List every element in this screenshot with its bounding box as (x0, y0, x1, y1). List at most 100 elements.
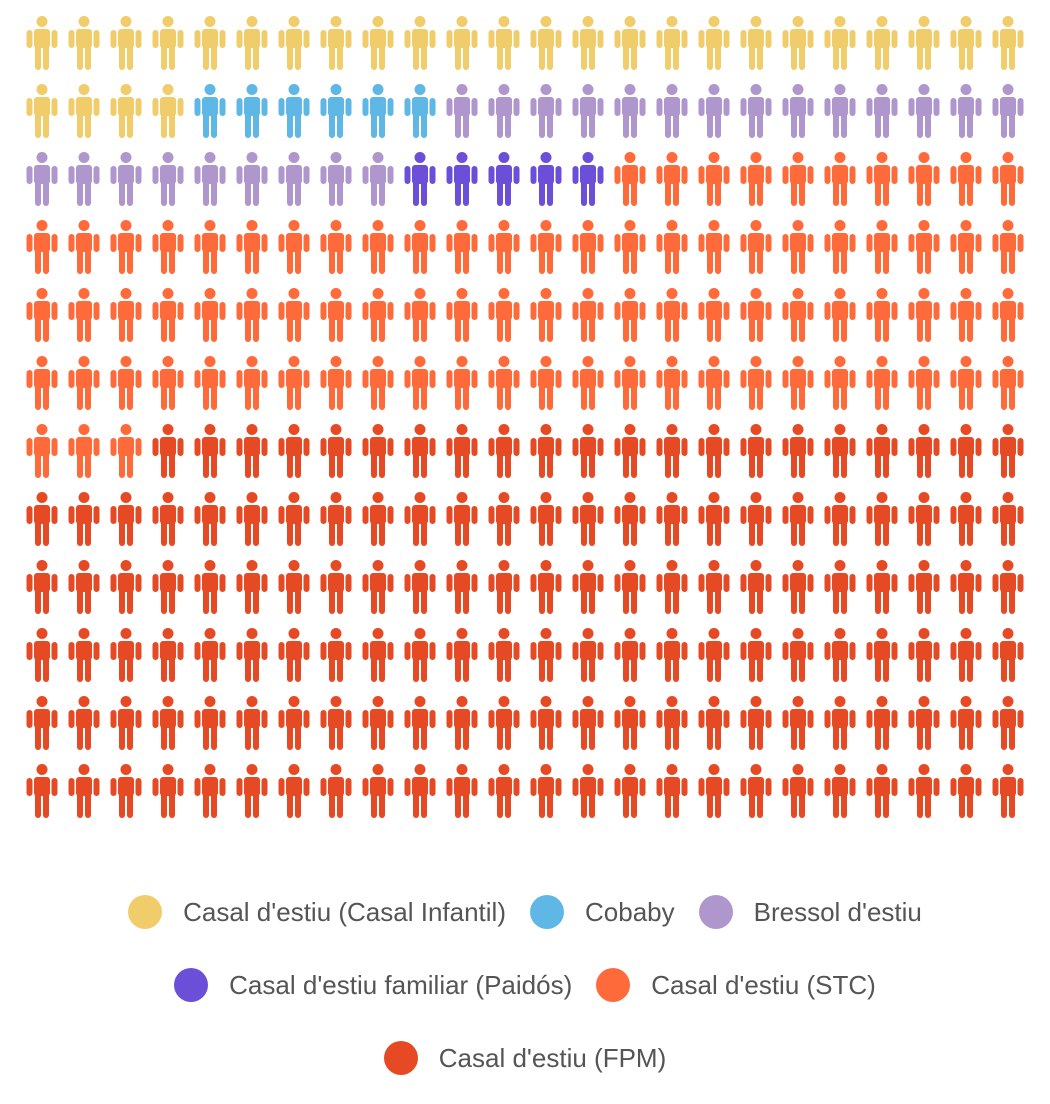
person-icon (194, 220, 226, 274)
person-icon (782, 288, 814, 342)
person-icon (530, 492, 562, 546)
person-icon (908, 764, 940, 818)
person-icon (866, 16, 898, 70)
person-icon (320, 764, 352, 818)
person-icon (698, 288, 730, 342)
person-icon (740, 628, 772, 682)
person-icon (68, 152, 100, 206)
person-icon (278, 696, 310, 750)
person-icon (530, 560, 562, 614)
person-icon (68, 696, 100, 750)
legend-item-cobaby: Cobaby (530, 895, 675, 929)
person-icon (404, 628, 436, 682)
person-icon (992, 288, 1024, 342)
pictogram-icons (26, 16, 1024, 818)
person-icon (782, 356, 814, 410)
person-icon (908, 220, 940, 274)
person-icon (110, 628, 142, 682)
person-icon (236, 764, 268, 818)
person-icon (908, 356, 940, 410)
person-icon (572, 696, 604, 750)
person-icon (614, 356, 646, 410)
person-icon (278, 16, 310, 70)
person-icon (782, 628, 814, 682)
person-icon (488, 356, 520, 410)
person-icon (26, 288, 58, 342)
person-icon (404, 16, 436, 70)
person-icon (194, 696, 226, 750)
person-icon (992, 764, 1024, 818)
person-icon (698, 220, 730, 274)
person-icon (488, 152, 520, 206)
person-icon (992, 220, 1024, 274)
person-icon (446, 628, 478, 682)
person-icon (740, 152, 772, 206)
person-icon (320, 492, 352, 546)
person-icon (194, 560, 226, 614)
person-icon (320, 628, 352, 682)
person-icon (530, 288, 562, 342)
person-icon (656, 764, 688, 818)
person-icon (740, 220, 772, 274)
person-icon (194, 764, 226, 818)
person-icon (194, 84, 226, 138)
person-icon (278, 220, 310, 274)
person-icon (992, 424, 1024, 478)
person-icon (824, 696, 856, 750)
person-icon (992, 560, 1024, 614)
person-icon (152, 84, 184, 138)
legend-item-fpm: Casal d'estiu (FPM) (383, 1041, 667, 1075)
person-icon (740, 288, 772, 342)
person-icon (194, 356, 226, 410)
legend-item-casal-infantil: Casal d'estiu (Casal Infantil) (128, 895, 506, 929)
person-icon (782, 84, 814, 138)
person-icon (530, 764, 562, 818)
person-icon (236, 152, 268, 206)
person-icon (950, 288, 982, 342)
person-icon (488, 220, 520, 274)
person-icon (950, 152, 982, 206)
person-icon (236, 16, 268, 70)
person-icon (572, 288, 604, 342)
person-icon (782, 696, 814, 750)
legend-label: Bressol d'estiu (753, 896, 922, 927)
person-icon (950, 16, 982, 70)
person-icon (572, 356, 604, 410)
person-icon (152, 288, 184, 342)
person-icon (824, 84, 856, 138)
person-icon (866, 152, 898, 206)
person-icon (446, 84, 478, 138)
person-icon (656, 492, 688, 546)
person-icon (362, 560, 394, 614)
person-icon (278, 764, 310, 818)
person-icon (446, 492, 478, 546)
person-icon (362, 628, 394, 682)
person-icon (740, 560, 772, 614)
person-icon (950, 84, 982, 138)
person-icon (530, 152, 562, 206)
person-icon (698, 16, 730, 70)
legend-swatch (596, 968, 631, 1002)
person-icon (908, 696, 940, 750)
legend-row-3: Casal d'estiu (FPM) (0, 1041, 1050, 1075)
legend-label: Casal d'estiu (FPM) (438, 1042, 667, 1073)
person-icon (320, 356, 352, 410)
person-icon (26, 764, 58, 818)
person-icon (320, 84, 352, 138)
person-icon (572, 560, 604, 614)
person-icon (488, 628, 520, 682)
person-icon (824, 220, 856, 274)
legend-item-stc: Casal d'estiu (STC) (596, 968, 876, 1002)
person-icon (194, 424, 226, 478)
person-icon (866, 288, 898, 342)
person-icon (404, 492, 436, 546)
person-icon (26, 16, 58, 70)
person-icon (488, 424, 520, 478)
person-icon (908, 424, 940, 478)
person-icon (68, 288, 100, 342)
person-icon (152, 152, 184, 206)
legend-label: Casal d'estiu familiar (Paidós) (229, 969, 573, 1000)
person-icon (908, 628, 940, 682)
person-icon (698, 628, 730, 682)
person-icon (740, 696, 772, 750)
